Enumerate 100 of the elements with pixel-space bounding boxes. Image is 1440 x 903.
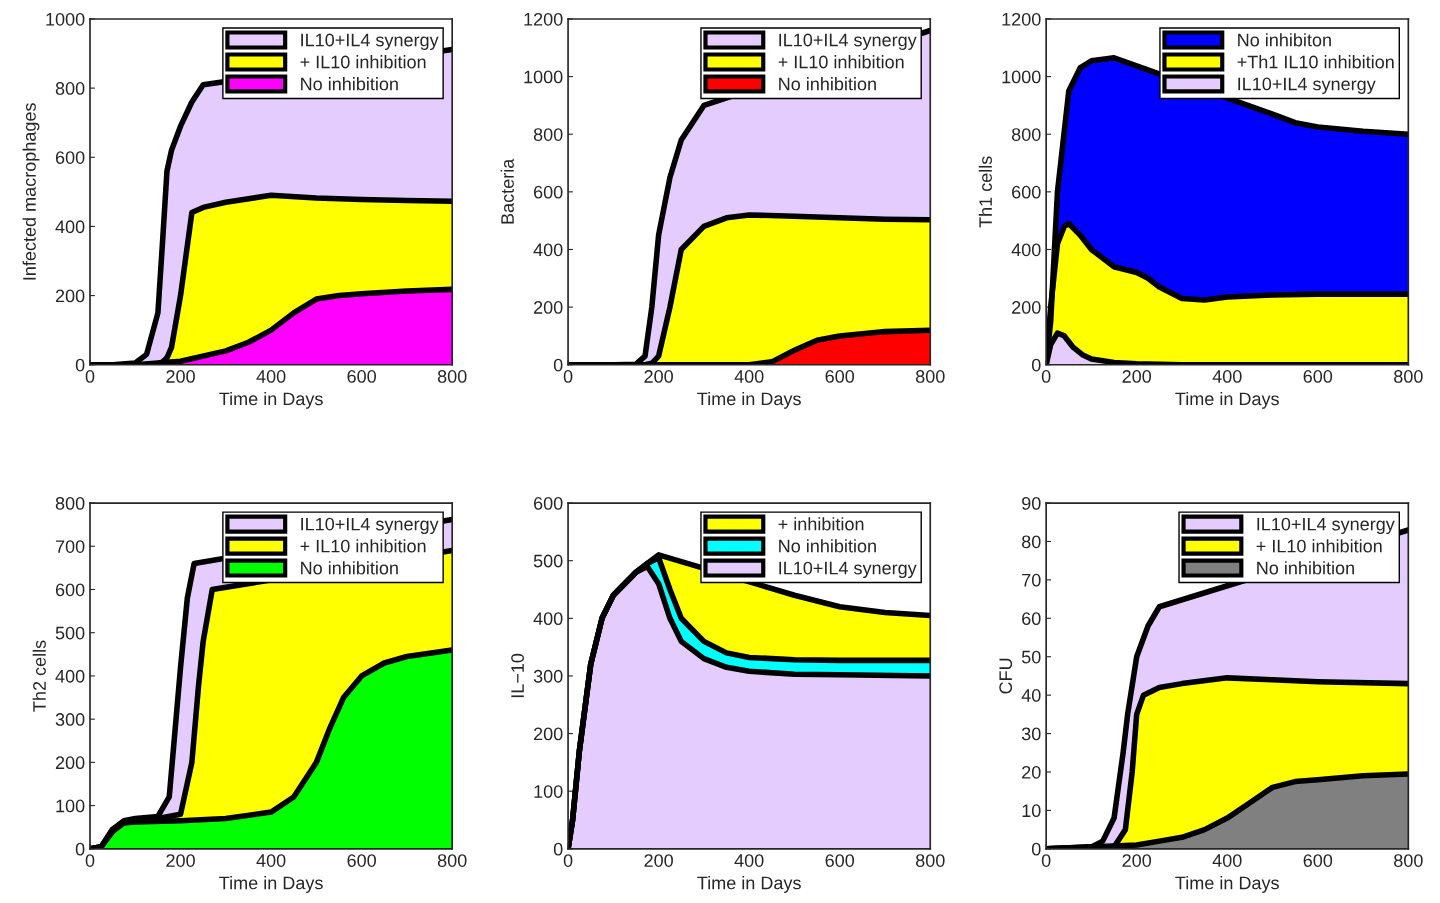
x-tick-label: 400 bbox=[1212, 370, 1242, 383]
y-tick-label: 80 bbox=[1021, 535, 1041, 549]
y-tick-label: 60 bbox=[1022, 612, 1041, 626]
y-tick-label: 300 bbox=[533, 669, 563, 683]
legend-label: IL10+IL4 synergy bbox=[1257, 517, 1395, 535]
y-tick-label: 0 bbox=[1031, 842, 1041, 856]
legend-label: No inhibition bbox=[779, 539, 876, 553]
x-tick-label: 0 bbox=[85, 854, 95, 867]
x-tick-label: 200 bbox=[644, 370, 673, 383]
legend-label: + IL10 inhibition bbox=[300, 55, 426, 69]
x-tick-label: 200 bbox=[1122, 854, 1152, 867]
x-tick-label: 600 bbox=[825, 370, 855, 383]
x-tick-label: 800 bbox=[1394, 370, 1423, 383]
legend-label: IL10+IL4 synergy bbox=[1238, 77, 1376, 94]
y-tick-label: 1200 bbox=[524, 12, 563, 26]
y-tick-label: 100 bbox=[534, 785, 563, 798]
y-axis-title: Th1 cells bbox=[978, 156, 992, 228]
y-tick-label: 0 bbox=[75, 358, 85, 372]
y-axis-title: Infected macrophages bbox=[22, 103, 40, 280]
x-tick-label: 400 bbox=[734, 854, 764, 867]
x-tick-label: 0 bbox=[1041, 370, 1051, 383]
y-tick-label: 1200 bbox=[1002, 12, 1041, 26]
y-axis-title: Th2 cells bbox=[32, 640, 46, 712]
y-axis-title: CFU bbox=[999, 658, 1013, 694]
x-axis-title: Time in Days bbox=[697, 391, 801, 409]
y-tick-label: 500 bbox=[533, 554, 563, 568]
x-tick-label: 800 bbox=[915, 370, 945, 383]
y-tick-label: 300 bbox=[55, 713, 85, 726]
x-axis-title: Time in Days bbox=[1175, 876, 1279, 893]
y-tick-label: 600 bbox=[55, 583, 85, 597]
y-axis-title: Bacteria bbox=[500, 158, 514, 224]
x-tick-label: 200 bbox=[166, 854, 195, 867]
legend-label: IL10+IL4 synergy bbox=[301, 33, 439, 50]
y-tick-label: 30 bbox=[1021, 727, 1041, 741]
legend-label: + inhibition bbox=[778, 517, 864, 531]
legend-label: No inhibition bbox=[1257, 561, 1354, 575]
y-tick-label: 100 bbox=[56, 799, 85, 813]
x-tick-label: 0 bbox=[1041, 854, 1051, 867]
legend-label: No inhibiton bbox=[1238, 33, 1331, 47]
x-tick-label: 400 bbox=[1212, 854, 1242, 867]
y-tick-label: 400 bbox=[55, 220, 85, 234]
legend-label: No inhibition bbox=[301, 77, 398, 91]
x-tick-label: 0 bbox=[85, 370, 95, 383]
legend-label: + IL10 inhibition bbox=[778, 55, 904, 69]
legend-label: No inhibition bbox=[779, 77, 876, 91]
legend-label: IL10+IL4 synergy bbox=[301, 517, 439, 535]
x-tick-label: 600 bbox=[347, 854, 376, 867]
y-tick-label: 600 bbox=[534, 496, 563, 510]
legend-label: IL10+IL4 synergy bbox=[779, 33, 917, 50]
y-tick-label: 20 bbox=[1022, 765, 1041, 779]
x-tick-label: 800 bbox=[1394, 854, 1423, 867]
legend-label: + IL10 inhibition bbox=[300, 539, 426, 553]
y-tick-label: 50 bbox=[1021, 650, 1041, 664]
x-tick-label: 400 bbox=[734, 370, 764, 383]
x-tick-label: 800 bbox=[437, 370, 467, 383]
x-tick-label: 0 bbox=[563, 854, 573, 867]
x-axis-title: Time in Days bbox=[219, 876, 323, 893]
legend-label: +Th1 IL10 inhibition bbox=[1237, 55, 1394, 69]
x-tick-label: 800 bbox=[437, 854, 467, 867]
x-tick-label: 200 bbox=[644, 854, 673, 867]
y-tick-label: 600 bbox=[1012, 185, 1041, 199]
y-tick-label: 200 bbox=[55, 756, 85, 770]
y-tick-label: 0 bbox=[1031, 358, 1041, 372]
x-tick-label: 600 bbox=[825, 854, 855, 867]
y-tick-label: 70 bbox=[1022, 573, 1041, 587]
y-tick-label: 800 bbox=[55, 82, 85, 95]
x-tick-label: 600 bbox=[1303, 370, 1333, 383]
y-tick-label: 400 bbox=[55, 669, 85, 683]
y-tick-label: 1000 bbox=[524, 70, 563, 84]
y-tick-label: 90 bbox=[1022, 496, 1041, 510]
y-tick-label: 800 bbox=[1011, 128, 1041, 141]
y-tick-label: 200 bbox=[534, 301, 563, 314]
x-tick-label: 200 bbox=[166, 370, 195, 383]
y-tick-label: 200 bbox=[55, 289, 85, 303]
y-tick-label: 800 bbox=[533, 128, 563, 141]
x-tick-label: 600 bbox=[347, 370, 376, 383]
y-tick-label: 0 bbox=[75, 842, 85, 856]
x-tick-label: 200 bbox=[1122, 370, 1152, 383]
x-tick-label: 400 bbox=[256, 854, 286, 867]
x-axis-title: Time in Days bbox=[697, 876, 801, 893]
x-tick-label: 600 bbox=[1303, 854, 1333, 867]
y-tick-label: 700 bbox=[55, 540, 85, 553]
y-tick-label: 600 bbox=[534, 185, 563, 199]
legend-label: + IL10 inhibition bbox=[1256, 539, 1382, 553]
y-tick-label: 500 bbox=[55, 626, 85, 640]
x-tick-label: 800 bbox=[915, 854, 945, 867]
y-tick-label: 0 bbox=[553, 358, 563, 372]
y-tick-label: 10 bbox=[1022, 804, 1041, 818]
y-tick-label: 400 bbox=[533, 612, 563, 626]
x-axis-title: Time in Days bbox=[219, 391, 323, 409]
legend-label: No inhibition bbox=[301, 561, 398, 575]
y-tick-label: 200 bbox=[1012, 301, 1041, 314]
y-tick-label: 1000 bbox=[46, 12, 85, 26]
x-axis-title: Time in Days bbox=[1175, 391, 1279, 409]
x-tick-label: 400 bbox=[256, 370, 286, 383]
y-tick-label: 400 bbox=[533, 243, 563, 257]
y-tick-label: 800 bbox=[55, 496, 85, 510]
legend-label: IL10+IL4 synergy bbox=[779, 561, 917, 579]
y-axis-title: IL−10 bbox=[511, 653, 524, 698]
x-tick-label: 0 bbox=[563, 370, 573, 383]
